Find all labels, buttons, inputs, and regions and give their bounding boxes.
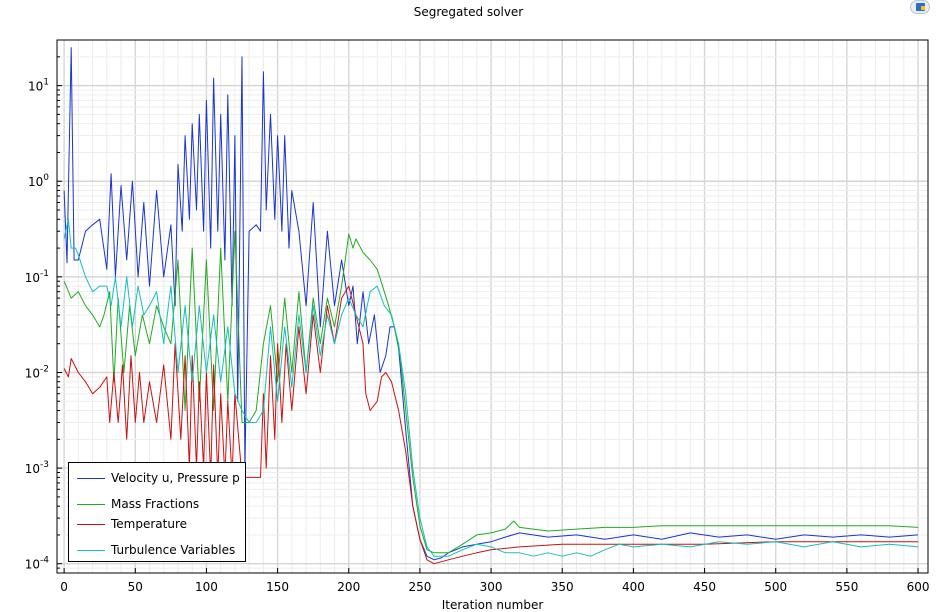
x-tick-label: 150 <box>266 580 289 594</box>
image-export-icon[interactable] <box>910 0 930 14</box>
legend-item: Mass Fractions <box>77 497 199 511</box>
series-line <box>63 285 918 565</box>
x-tick-label: 300 <box>480 580 503 594</box>
legend-label: Turbulence Variables <box>111 543 236 557</box>
y-tick-label: 100 <box>28 173 49 189</box>
legend-swatch <box>77 478 105 479</box>
x-tick-label: 600 <box>907 580 930 594</box>
x-axis-label: Iteration number <box>441 598 544 612</box>
y-tick-label: 101 <box>28 78 49 94</box>
legend-swatch <box>77 504 105 505</box>
x-tick-label: 200 <box>337 580 360 594</box>
x-tick-label: 350 <box>551 580 574 594</box>
tick-labels: 0 50 100 150 200 250 300 350 400 450 500 550 600 101 1… <box>25 78 930 594</box>
series-line <box>63 230 919 554</box>
series-line <box>63 47 919 561</box>
legend-swatch <box>77 524 105 525</box>
legend: Velocity u, Pressure p Mass Fractions Te… <box>68 462 246 562</box>
y-tick-label: 10-4 <box>25 556 50 572</box>
x-tick-label: 500 <box>764 580 787 594</box>
x-tick-label: 550 <box>835 580 858 594</box>
legend-item: Temperature <box>77 517 187 531</box>
plot-frame <box>56 39 929 574</box>
legend-item: Turbulence Variables <box>77 543 235 557</box>
legend-item: Velocity u, Pressure p <box>77 471 240 485</box>
x-tick-label: 50 <box>128 580 143 594</box>
x-tick-label: 100 <box>195 580 218 594</box>
y-tick-label: 10-3 <box>25 460 49 476</box>
legend-swatch <box>77 550 105 551</box>
legend-label: Velocity u, Pressure p <box>111 471 240 485</box>
series-lines <box>63 47 919 565</box>
y-tick-label: 10-1 <box>25 269 49 285</box>
x-tick-label: 0 <box>60 580 68 594</box>
series-line <box>63 218 919 557</box>
axes <box>56 39 929 574</box>
legend-label: Temperature <box>111 517 188 531</box>
x-tick-label: 250 <box>408 580 431 594</box>
chart-title: Segregated solver <box>413 5 524 19</box>
x-tick-label: 400 <box>622 580 645 594</box>
legend-label: Mass Fractions <box>111 497 200 511</box>
x-tick-label: 450 <box>693 580 716 594</box>
y-tick-label: 10-2 <box>25 364 49 380</box>
